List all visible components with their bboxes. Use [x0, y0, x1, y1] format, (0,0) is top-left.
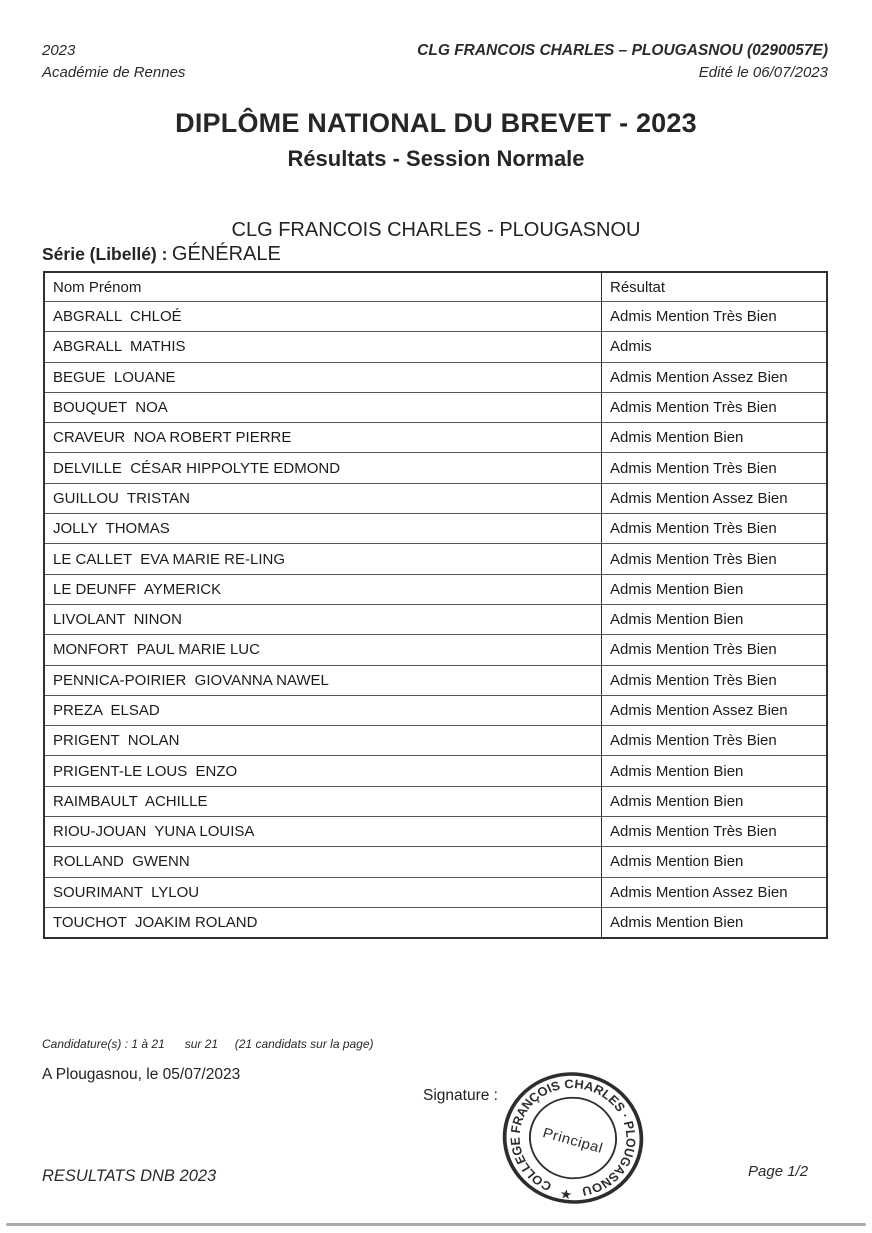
- table-row: PREZA ELSAD Admis Mention Assez Bien: [45, 694, 826, 726]
- table-row: BOUQUET NOA Admis Mention Très Bien: [45, 391, 826, 423]
- table-row: ABGRALL CHLOÉ Admis Mention Très Bien: [45, 301, 826, 332]
- column-header-name: Nom Prénom: [53, 278, 142, 296]
- student-name-cell: PRIGENT-LE LOUS ENZO: [53, 762, 238, 780]
- header-right: CLG FRANCOIS CHARLES – PLOUGASNOU (02900…: [417, 40, 828, 84]
- stamp-outer-circle: [502, 1072, 644, 1204]
- student-name-cell: ABGRALL MATHIS: [53, 338, 186, 356]
- table-row: JOLLY THOMAS Admis Mention Très Bien: [45, 513, 826, 544]
- result-cell: Admis Mention Assez Bien: [601, 877, 826, 907]
- result-cell: Admis Mention Très Bien: [601, 817, 826, 847]
- table-row: DELVILLE CÉSAR HIPPOLYTE EDMOND Admis Me…: [45, 452, 826, 483]
- header-year: 2023: [42, 42, 76, 59]
- student-name-cell: SOURIMANT LYLOU: [53, 883, 200, 901]
- result-cell: Admis: [601, 332, 826, 362]
- student-name-cell: PENNICA-POIRIER GIOVANNA NAWEL: [53, 671, 329, 689]
- stamp-graphic: COLLEGE FRANÇOIS CHARLES · PLOUGASNOU ★ …: [501, 1070, 644, 1204]
- result-cell: Admis Mention Bien: [601, 786, 826, 817]
- header-school-line: CLG FRANCOIS CHARLES – PLOUGASNOU (02900…: [417, 42, 828, 59]
- stamp-center-text: Principal: [541, 1126, 605, 1157]
- student-name-cell: PREZA ELSAD: [53, 702, 160, 719]
- table-row: PRIGENT NOLAN Admis Mention Très Bien: [45, 725, 826, 756]
- result-cell: Admis Mention Assez Bien: [601, 695, 826, 726]
- table-body: ABGRALL CHLOÉ Admis Mention Très Bien AB…: [45, 301, 826, 938]
- result-cell: Admis Mention Assez Bien: [601, 483, 826, 514]
- result-cell: Admis Mention Très Bien: [601, 514, 826, 544]
- result-cell: Admis Mention Bien: [601, 847, 826, 877]
- result-cell: Admis Mention Bien: [601, 756, 826, 786]
- doc-ref: RESULTATS DNB 2023: [42, 1167, 217, 1185]
- result-cell: Admis Mention Très Bien: [601, 665, 826, 695]
- school-name: CLG FRANCOIS CHARLES - PLOUGASNOU: [231, 219, 641, 241]
- student-name-cell: ABGRALL CHLOÉ: [53, 308, 182, 326]
- results-table: Nom Prénom Résultat ABGRALL CHLOÉ Admis …: [43, 271, 828, 940]
- stamp-inner-circle: [528, 1096, 618, 1180]
- table-row: RAIMBAULT ACHILLE Admis Mention Bien: [45, 785, 826, 817]
- signature-label: Signature :: [423, 1087, 498, 1104]
- result-cell: Admis Mention Assez Bien: [601, 362, 826, 392]
- table-row: CRAVEUR NOA ROBERT PIERRE Admis Mention …: [45, 422, 826, 453]
- student-name-cell: RIOU-JOUAN YUNA LOUISA: [53, 823, 255, 841]
- student-name-cell: RAIMBAULT ACHILLE: [53, 792, 208, 810]
- candidature-summary: Candidature(s) : 1 à 21 sur 21 (21 candi…: [42, 1037, 374, 1051]
- result-cell: Admis Mention Bien: [601, 423, 826, 453]
- document-subtitle: Résultats - Session Normale: [287, 146, 585, 171]
- student-name-cell: MONFORT PAUL MARIE LUC: [53, 641, 260, 659]
- column-header-result: Résultat: [601, 273, 826, 301]
- result-cell: Admis Mention Bien: [601, 907, 826, 938]
- table-row: MONFORT PAUL MARIE LUC Admis Mention Trè…: [45, 634, 826, 665]
- student-name-cell: GUILLOU TRISTAN: [53, 489, 190, 507]
- table-row: LIVOLANT NINON Admis Mention Bien: [45, 603, 826, 635]
- title-block: DIPLÔME NATIONAL DU BREVET - 2023 Résult…: [0, 108, 872, 172]
- serie-value: GÉNÉRALE: [171, 243, 281, 265]
- student-name-cell: CRAVEUR NOA ROBERT PIERRE: [53, 429, 292, 447]
- table-row: LE CALLET EVA MARIE RE-LING Admis Mentio…: [45, 543, 826, 574]
- table-row: ABGRALL MATHIS Admis: [45, 331, 826, 362]
- student-name-cell: TOUCHOT JOAKIM ROLAND: [53, 914, 258, 932]
- stamp-star-icon: ★: [559, 1187, 573, 1203]
- student-name-cell: ROLLAND GWENN: [53, 853, 190, 871]
- serie-line: Série (Libellé) : GÉNÉRALE: [42, 243, 281, 266]
- header-edited-date: Edité le 06/07/2023: [698, 64, 828, 81]
- result-cell: Admis Mention Très Bien: [601, 726, 826, 756]
- result-cell: Admis Mention Très Bien: [601, 635, 826, 665]
- table-row: ROLLAND GWENN Admis Mention Bien: [45, 846, 826, 877]
- student-name-cell: BEGUE LOUANE: [53, 368, 176, 386]
- serie-label: Série (Libellé) :: [42, 244, 168, 264]
- student-name-cell: LE DEUNFF AYMERICK: [53, 580, 222, 598]
- student-name-cell: JOLLY THOMAS: [53, 520, 170, 538]
- result-cell: Admis Mention Bien: [601, 604, 826, 635]
- table-row: PRIGENT-LE LOUS ENZO Admis Mention Bien: [45, 755, 826, 786]
- result-cell: Admis Mention Très Bien: [601, 302, 826, 332]
- header-left: 2023 Académie de Rennes: [42, 40, 185, 84]
- result-cell: Admis Mention Très Bien: [601, 392, 826, 423]
- table-row: PENNICA-POIRIER GIOVANNA NAWEL Admis Men…: [45, 664, 826, 695]
- student-name-cell: LIVOLANT NINON: [53, 611, 182, 629]
- header-academy: Académie de Rennes: [42, 64, 186, 81]
- result-cell: Admis Mention Très Bien: [601, 544, 826, 574]
- page-number: Page 1/2: [748, 1163, 809, 1180]
- table-header-row: Nom Prénom Résultat: [45, 273, 826, 301]
- table-row: SOURIMANT LYLOU Admis Mention Assez Bien: [45, 876, 826, 907]
- student-name-cell: BOUQUET NOA: [53, 399, 168, 417]
- student-name-cell: PRIGENT NOLAN: [53, 732, 180, 750]
- table-row: RIOU-JOUAN YUNA LOUISA Admis Mention Trè…: [45, 816, 826, 847]
- document-title: DIPLÔME NATIONAL DU BREVET - 2023: [175, 108, 697, 138]
- result-cell: Admis Mention Très Bien: [601, 453, 826, 483]
- result-cell: Admis Mention Bien: [601, 574, 826, 604]
- student-name-cell: DELVILLE CÉSAR HIPPOLYTE EDMOND: [53, 459, 341, 477]
- table-row: LE DEUNFF AYMERICK Admis Mention Bien: [45, 573, 826, 604]
- table-row: BEGUE LOUANE Admis Mention Assez Bien: [45, 361, 826, 392]
- table-row: GUILLOU TRISTAN Admis Mention Assez Bien: [45, 482, 826, 514]
- table-row: TOUCHOT JOAKIM ROLAND Admis Mention Bien: [45, 906, 826, 938]
- place-date: A Plougasnou, le 05/07/2023: [42, 1066, 241, 1083]
- school-stamp: COLLEGE FRANÇOIS CHARLES · PLOUGASNOU ★ …: [490, 1059, 656, 1216]
- student-name-cell: LE CALLET EVA MARIE RE-LING: [53, 550, 286, 568]
- scan-edge-line: [6, 1223, 866, 1226]
